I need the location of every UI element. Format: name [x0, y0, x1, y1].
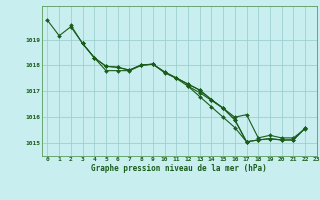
X-axis label: Graphe pression niveau de la mer (hPa): Graphe pression niveau de la mer (hPa): [91, 164, 267, 173]
